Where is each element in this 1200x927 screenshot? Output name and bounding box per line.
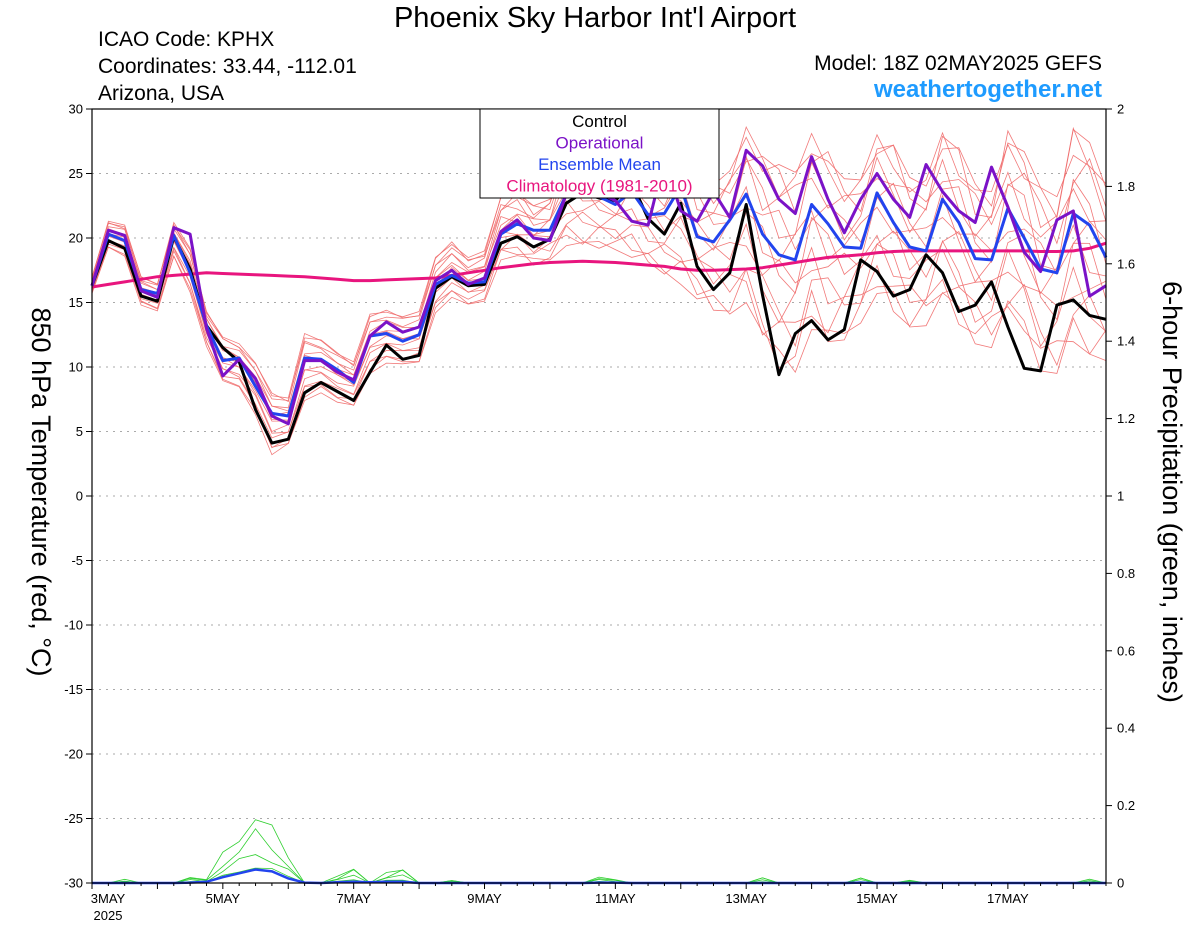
- y-tick-label: 10: [69, 360, 83, 375]
- icao-code: ICAO Code: KPHX: [98, 28, 275, 51]
- y-tick-label: 15: [69, 295, 83, 310]
- y2-tick-label: 1.2: [1117, 411, 1135, 426]
- y2-tick-label: 1.8: [1117, 179, 1135, 194]
- ensemble-member-line: [91, 200, 1107, 433]
- location: Arizona, USA: [98, 82, 225, 105]
- x-tick-label: 9MAY: [467, 891, 502, 906]
- grid-lines: [92, 173, 1106, 819]
- climatology-line: [91, 241, 1107, 289]
- y2-tick-label: 0: [1117, 876, 1124, 891]
- y-tick-label: 30: [69, 102, 83, 117]
- control-line: [90, 181, 1107, 445]
- legend-box: [479, 108, 720, 199]
- axes: 302520151050-5-10-15-20-25-3021.81.61.41…: [64, 102, 1135, 924]
- model-run: Model: 18Z 02MAY2025 GEFS: [814, 52, 1102, 75]
- y-tick-label: -20: [64, 747, 83, 762]
- x-tick-label: 3MAY: [91, 891, 126, 906]
- y-tick-label: -15: [64, 682, 83, 697]
- coordinates: Coordinates: 33.44, -112.01: [98, 55, 357, 78]
- ensemble-member-line: [91, 241, 1107, 456]
- y2-tick-label: 1.4: [1117, 334, 1135, 349]
- chart-title: Phoenix Sky Harbor Int'l Airport: [393, 2, 797, 34]
- y2-tick-label: 1: [1117, 489, 1124, 504]
- y2-tick-label: 0.2: [1117, 798, 1135, 813]
- precip-member-line: [92, 867, 1107, 884]
- legend-entry: Climatology (1981-2010): [506, 177, 692, 196]
- y-tick-label: -25: [64, 811, 83, 826]
- x-tick-label: 15MAY: [856, 891, 898, 906]
- y2-tick-label: 0.4: [1117, 721, 1135, 736]
- y2-tick-label: 0.6: [1117, 643, 1135, 658]
- y-tick-label: 25: [69, 166, 83, 181]
- x-tick-label: 7MAY: [336, 891, 371, 906]
- x-tick-label: 17MAY: [987, 891, 1029, 906]
- y2-tick-label: 1.6: [1117, 256, 1135, 271]
- x-tick-label: 13MAY: [725, 891, 767, 906]
- ensemble-member-line: [91, 226, 1107, 449]
- y-tick-label: -30: [64, 876, 83, 891]
- legend-entry: Ensemble Mean: [538, 155, 661, 174]
- ensemble-member-line: [91, 225, 1107, 448]
- precip-member-line: [92, 828, 1107, 884]
- x-tick-label: 5MAY: [206, 891, 241, 906]
- y2-tick-label: 0.8: [1117, 566, 1135, 581]
- ensemble-member-line: [91, 200, 1107, 434]
- y2-axis-label: 6-hour Precipitation (green, inches): [1157, 281, 1187, 703]
- y-axis-label: 850 hPa Temperature (red, °C): [26, 308, 56, 677]
- precip-member-line: [92, 819, 1107, 884]
- y-tick-label: -5: [71, 553, 83, 568]
- legend: Control Operational Ensemble Mean Climatolo…: [479, 108, 720, 199]
- x-tick-sublabel: 2025: [94, 908, 123, 923]
- legend-entry: Operational: [556, 134, 644, 153]
- ensemble-member-line: [91, 211, 1107, 439]
- y-tick-label: 5: [76, 424, 83, 439]
- precip-mean-line: [92, 868, 1106, 885]
- y-tick-label: 20: [69, 231, 83, 246]
- site-link[interactable]: weathertogether.net: [873, 76, 1102, 103]
- precip-lines: [92, 819, 1107, 885]
- y-tick-label: -10: [64, 618, 83, 633]
- y2-tick-label: 2: [1117, 102, 1124, 117]
- y-tick-label: 0: [76, 489, 83, 504]
- x-tick-label: 11MAY: [595, 891, 636, 906]
- legend-entry: Control: [572, 112, 627, 131]
